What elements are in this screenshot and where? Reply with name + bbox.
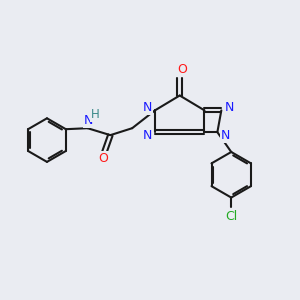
Text: H: H [91, 108, 100, 121]
Text: N: N [220, 129, 230, 142]
Text: N: N [142, 129, 152, 142]
Text: N: N [225, 101, 234, 114]
Text: O: O [98, 152, 108, 165]
Text: Cl: Cl [225, 210, 237, 223]
Text: N: N [84, 114, 93, 127]
Text: O: O [177, 63, 187, 76]
Text: N: N [142, 101, 152, 114]
